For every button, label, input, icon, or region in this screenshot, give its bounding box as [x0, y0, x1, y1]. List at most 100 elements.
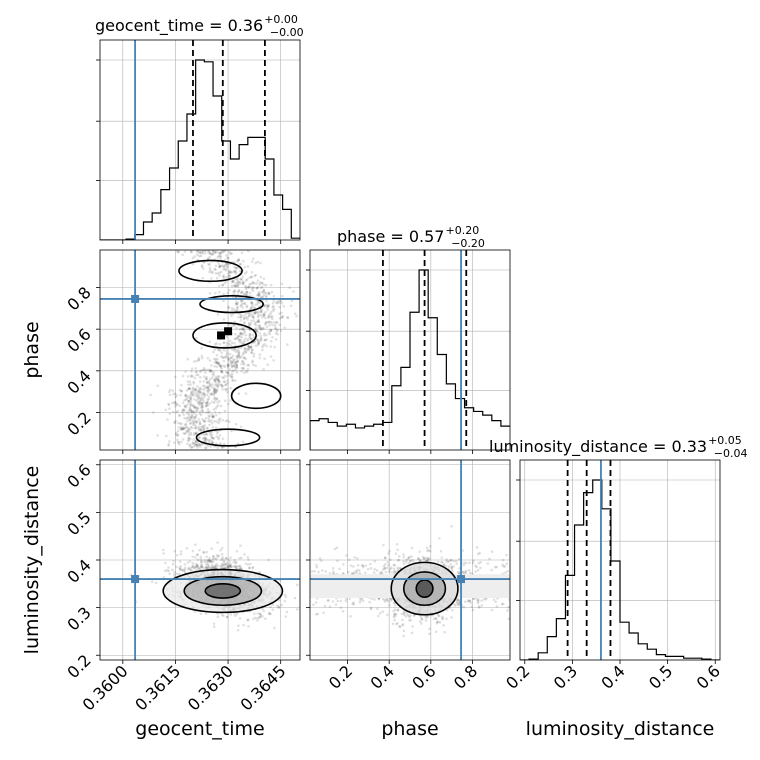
sample-point — [208, 410, 211, 413]
sample-point — [207, 250, 210, 254]
sample-point — [435, 622, 439, 625]
sample-point — [183, 250, 187, 253]
sample-point — [174, 375, 177, 379]
sample-point — [266, 304, 269, 308]
sample-point — [215, 382, 218, 385]
sample-point — [187, 399, 191, 403]
sample-point — [189, 403, 193, 407]
sample-point — [274, 326, 277, 330]
sample-point — [420, 617, 424, 620]
sample-point — [166, 418, 169, 421]
sample-point — [462, 563, 466, 567]
sample-point — [172, 441, 176, 444]
ytick-label: 0.6 — [63, 460, 94, 491]
sample-point — [209, 560, 213, 563]
sample-point — [257, 293, 261, 297]
sample-point — [197, 356, 201, 360]
xtick-label: 0.3630 — [184, 661, 237, 714]
sample-point — [507, 617, 510, 621]
sample-point — [244, 351, 248, 354]
sample-point — [218, 265, 222, 269]
sample-point — [251, 281, 254, 284]
sample-point — [231, 354, 235, 358]
sample-point — [356, 568, 359, 572]
sample-point — [383, 556, 387, 560]
sample-point — [234, 284, 238, 288]
sample-point — [227, 274, 231, 278]
sample-point — [206, 401, 209, 405]
sample-point — [241, 282, 245, 286]
sample-point — [248, 291, 252, 295]
sample-point — [234, 270, 238, 274]
sample-point — [238, 338, 241, 341]
sample-point — [235, 306, 239, 310]
sample-point — [226, 371, 229, 374]
sample-point — [222, 268, 225, 271]
sample-point — [195, 392, 199, 395]
sample-point — [225, 262, 228, 266]
sample-point — [230, 252, 233, 255]
sample-point — [196, 407, 199, 410]
panel-distance-hist: 0.2 0.3 0.4 0.5 0.6 — [502, 459, 724, 693]
sample-point — [278, 312, 281, 315]
sample-point — [320, 559, 323, 562]
sample-point — [243, 349, 246, 353]
sample-point — [416, 557, 420, 560]
sample-point — [212, 401, 216, 405]
sample-point — [192, 433, 196, 437]
sample-point — [224, 556, 228, 560]
sample-point — [256, 320, 259, 324]
sample-point — [152, 411, 155, 414]
sample-point — [223, 374, 227, 378]
sample-point — [200, 356, 204, 360]
sample-point — [384, 570, 388, 574]
sample-point — [179, 552, 183, 556]
sample-point — [189, 394, 192, 397]
xlabel-phase: phase — [381, 718, 438, 740]
sample-point — [216, 378, 220, 381]
sample-point — [183, 409, 186, 412]
sample-point — [175, 572, 179, 576]
sample-point — [210, 436, 214, 440]
sample-point — [205, 386, 209, 389]
sample-point — [175, 403, 178, 406]
sample-point — [191, 419, 194, 422]
sample-point — [233, 365, 237, 369]
sample-point — [422, 557, 426, 560]
sample-point — [239, 313, 243, 317]
sample-point — [256, 302, 259, 306]
sample-point — [201, 418, 204, 421]
sample-point — [183, 566, 187, 570]
sample-point — [402, 559, 405, 563]
sample-point — [215, 554, 219, 557]
sample-point — [266, 363, 269, 367]
sample-point — [198, 390, 201, 394]
sample-point — [193, 566, 197, 569]
sample-point — [226, 363, 229, 367]
sample-point — [261, 281, 264, 285]
sample-point — [202, 427, 206, 430]
sample-point — [247, 311, 251, 315]
sample-point — [402, 562, 406, 566]
sample-point — [256, 343, 260, 347]
contour-line — [230, 382, 282, 410]
sample-point — [393, 613, 396, 616]
sample-point — [195, 444, 198, 447]
sample-point — [271, 335, 274, 339]
sample-point — [211, 558, 214, 562]
sample-point — [396, 609, 400, 612]
sample-point — [388, 567, 392, 571]
sample-point — [240, 362, 243, 366]
sample-point — [217, 265, 221, 269]
sample-point — [191, 386, 195, 390]
sample-point — [454, 604, 457, 607]
sample-point — [255, 286, 259, 290]
sample-point — [255, 338, 258, 342]
sample-point — [258, 615, 261, 619]
sample-point — [187, 566, 191, 570]
sample-point — [207, 395, 211, 399]
sample-point — [184, 370, 187, 373]
sample-point — [462, 605, 466, 609]
sample-point — [241, 306, 244, 309]
sample-point — [251, 281, 255, 284]
